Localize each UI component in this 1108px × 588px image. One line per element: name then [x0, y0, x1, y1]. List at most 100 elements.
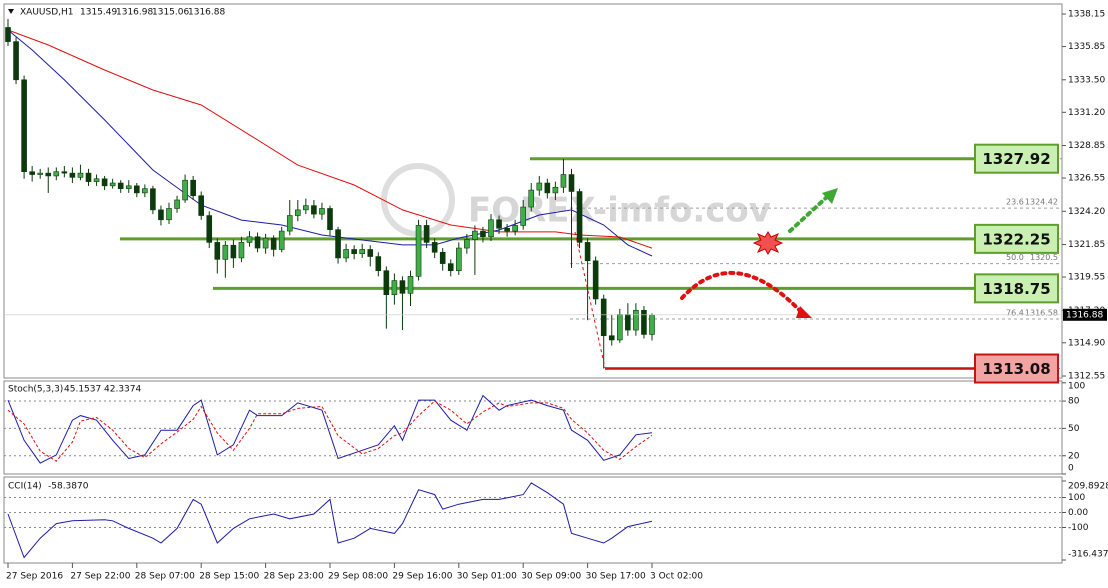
- candle-body: [423, 225, 430, 243]
- candle-body: [134, 185, 140, 194]
- stoch-line: [7, 400, 653, 462]
- y-tick-label: 0.00: [1068, 508, 1088, 518]
- candle-body: [504, 227, 510, 232]
- candle-body: [568, 174, 575, 192]
- y-tick-label: 1331.20: [1068, 108, 1105, 118]
- candle-body: [447, 263, 454, 271]
- level-box: [974, 273, 1059, 304]
- symbol: XAUUSD,H1: [20, 8, 74, 18]
- candle-body: [528, 189, 535, 208]
- level-label: 1322.25: [982, 230, 1050, 248]
- candle-body: [576, 191, 583, 243]
- candle-body: [206, 215, 213, 243]
- arrow-head: [796, 306, 812, 318]
- x-tick-label: 27 Sep 2016: [6, 572, 63, 582]
- fib-label: 23.6: [1006, 198, 1024, 207]
- y-tick-label: 50: [1068, 424, 1080, 434]
- candle-body: [319, 208, 325, 215]
- candle-body: [238, 242, 245, 259]
- candle-body: [552, 186, 559, 194]
- candle-body: [431, 242, 438, 253]
- fib-label: 76.4: [1006, 309, 1024, 318]
- candle-body: [21, 79, 27, 172]
- x-tick-label: 30 Sep 17:00: [586, 572, 646, 582]
- fib-price: 1324.42: [1025, 198, 1058, 207]
- candle-body: [335, 229, 341, 259]
- plot-layer: 1338.15 1335.85 1333.50 1331.20 1328.85 1326.…: [4, 10, 1108, 582]
- arrow-head: [822, 188, 838, 204]
- candle-body: [246, 236, 253, 243]
- main-panel: [3, 3, 1063, 379]
- x-tick-label: 30 Sep 09:00: [521, 572, 581, 582]
- stoch-title: Stoch(5,3,3): [8, 385, 63, 395]
- candle-body: [592, 260, 599, 300]
- candle-body: [375, 256, 382, 271]
- y-tick-label: 1333.50: [1068, 75, 1105, 85]
- level-box: [974, 353, 1059, 384]
- y-tick-label: 20: [1068, 451, 1080, 461]
- candle-body: [415, 225, 422, 277]
- candle-body: [174, 199, 180, 209]
- candle-body: [608, 335, 615, 341]
- y-tick-label: 1324.20: [1068, 207, 1105, 217]
- candle-body: [117, 182, 124, 189]
- level-box: [974, 223, 1059, 254]
- cci-panel: [3, 476, 1063, 564]
- x-tick-label: 30 Sep 01:00: [457, 572, 517, 582]
- candle-body: [270, 237, 277, 250]
- y-tick-label: 1335.85: [1068, 42, 1105, 52]
- candle-body: [367, 249, 374, 257]
- candle-body: [633, 309, 639, 331]
- candle-body: [472, 230, 478, 240]
- level-label: 1318.75: [982, 280, 1050, 298]
- candle-body: [496, 219, 502, 229]
- candle-body: [480, 230, 486, 238]
- candle-body: [383, 270, 390, 296]
- candle-body: [488, 219, 494, 238]
- y-tick-label: 1321.85: [1068, 240, 1105, 250]
- header-low: 1315.06: [152, 8, 189, 18]
- candle-body: [158, 209, 164, 221]
- candle-body: [198, 195, 204, 216]
- candle-body: [343, 249, 349, 259]
- y-tick-label: 1319.55: [1068, 273, 1105, 283]
- candle-body: [166, 208, 172, 221]
- header-high: 1316.98: [116, 8, 153, 18]
- y-tick-label: 1326.55: [1068, 174, 1105, 184]
- candle-body: [286, 215, 293, 232]
- candle-body: [278, 230, 285, 250]
- candle-body: [560, 174, 567, 188]
- candle-body: [616, 314, 623, 341]
- candle-body: [625, 314, 631, 331]
- y-tick-label: 1338.15: [1068, 10, 1105, 20]
- y-tick-label: 80: [1068, 397, 1080, 407]
- candle-body: [600, 298, 607, 337]
- fib-price: 1316.58: [1025, 309, 1058, 318]
- candle-body: [407, 276, 414, 294]
- x-tick-label: 27 Sep 22:00: [70, 572, 130, 582]
- candle-body: [262, 237, 269, 249]
- candle-body: [190, 179, 196, 197]
- y-tick-label: 1312.55: [1068, 372, 1105, 382]
- candle-body: [142, 188, 148, 194]
- candle-body: [584, 242, 591, 262]
- candle-body: [77, 172, 84, 178]
- menu-arrow: [8, 9, 14, 14]
- x-tick-label: 28 Sep 15:00: [199, 572, 259, 582]
- candle-body: [391, 280, 398, 296]
- candle-body: [254, 236, 261, 249]
- y-tick-label: 0: [1068, 464, 1074, 474]
- candle-body: [359, 249, 366, 255]
- bullish-path-arrow: [788, 194, 830, 233]
- x-tick-label: 29 Sep 16:00: [392, 572, 452, 582]
- candle-body: [536, 182, 543, 191]
- candle-body: [45, 172, 52, 177]
- y-tick-label: 100: [1068, 493, 1085, 503]
- candle-body: [303, 205, 309, 211]
- level-label: 1313.08: [982, 360, 1050, 378]
- x-tick-label: 29 Sep 08:00: [328, 572, 388, 582]
- price-tag: [1063, 308, 1107, 321]
- candle-body: [294, 209, 301, 216]
